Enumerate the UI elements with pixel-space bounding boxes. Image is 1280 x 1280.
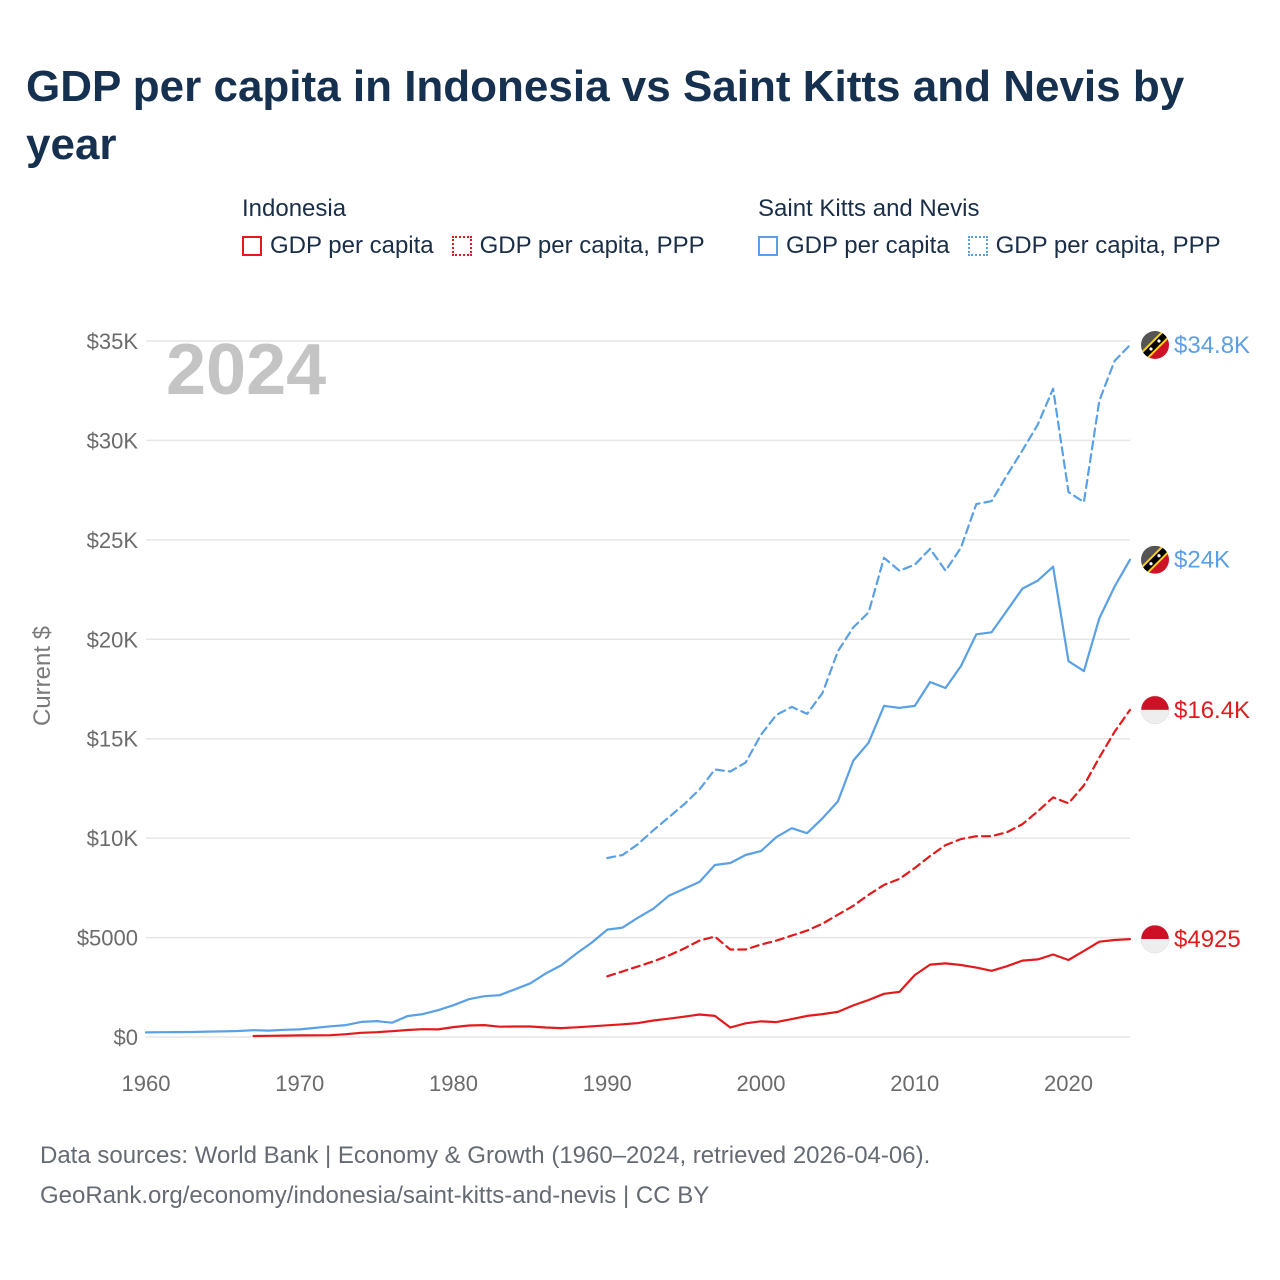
legend-item-label: GDP per capita, PPP: [479, 232, 705, 259]
legend-group-saint-kitts-and-nevis: Saint Kitts and Nevis GDP per capita GDP…: [758, 192, 1239, 260]
x-tick-label: 2000: [737, 1071, 786, 1096]
x-tick-label: 2010: [890, 1071, 939, 1096]
y-tick-label: $30K: [87, 428, 139, 453]
end-markers: $34.8K $24K $16.4K $4925: [1140, 331, 1250, 954]
x-tick-label: 2020: [1044, 1071, 1093, 1096]
x-tick-label: 1990: [583, 1071, 632, 1096]
axes: $0 $5000 $10K $15K $20K $25K $30K $35K 1960 1970 1…: [77, 329, 1093, 1096]
footer-sources: Data sources: World Bank | Economy & Gro…: [40, 1142, 931, 1169]
year-watermark: 2024: [166, 330, 326, 410]
series-line-2[interactable]: [606, 708, 1132, 978]
y-tick-label: $5000: [77, 926, 138, 951]
legend-item-label: GDP per capita: [786, 232, 950, 259]
series: [144, 343, 1132, 1038]
flag-indonesia-icon: [1140, 924, 1170, 954]
end-value-label: $16.4K: [1174, 697, 1250, 724]
footer: Data sources: World Bank | Economy & Gro…: [40, 1136, 930, 1216]
legend-swatch-dotted: [967, 236, 988, 256]
end-value-label: $34.8K: [1174, 332, 1250, 359]
legend-item-label: GDP per capita: [270, 232, 434, 259]
legend-swatch-dotted: [451, 236, 472, 256]
chart-title: GDP per capita in Indonesia vs Saint Kit…: [26, 62, 1185, 169]
legend-group-name: Saint Kitts and Nevis: [758, 195, 980, 222]
y-tick-label: $35K: [87, 329, 139, 354]
series-line-0[interactable]: [606, 343, 1132, 860]
legend-item-indonesia-gdp-ppp[interactable]: GDP per capita, PPP: [451, 232, 705, 260]
legend-swatch-solid: [242, 236, 262, 256]
x-tick-label: 1970: [275, 1071, 324, 1096]
legend-item-skn-gdp-ppp[interactable]: GDP per capita, PPP: [967, 232, 1221, 260]
footer-link[interactable]: GeoRank.org/economy/indonesia/saint-kitt…: [40, 1182, 710, 1209]
legend-swatch-solid: [758, 236, 778, 256]
y-tick-label: $10K: [87, 826, 139, 851]
series-line-1[interactable]: [144, 558, 1132, 1034]
legend-item-indonesia-gdp[interactable]: GDP per capita: [242, 232, 434, 260]
legend-item-label: GDP per capita, PPP: [995, 232, 1221, 259]
flag-saint-kitts-and-nevis-icon: [1141, 331, 1169, 359]
end-value-label: $24K: [1174, 547, 1230, 574]
series-line-3[interactable]: [252, 938, 1132, 1038]
legend-group-name: Indonesia: [242, 195, 347, 222]
end-value-label: $4925: [1174, 926, 1241, 953]
y-tick-label: $25K: [87, 528, 139, 553]
legend-group-indonesia: Indonesia GDP per capita GDP per capita,…: [242, 192, 723, 260]
y-tick-label: $15K: [87, 727, 139, 752]
legend-item-skn-gdp[interactable]: GDP per capita: [758, 232, 950, 260]
y-axis-title: Current $: [29, 626, 56, 726]
x-tick-label: 1960: [122, 1071, 171, 1096]
y-tick-label: $0: [114, 1025, 138, 1050]
flag-saint-kitts-and-nevis-icon: [1141, 545, 1169, 574]
grid: [146, 340, 1130, 1038]
x-tick-label: 1980: [429, 1071, 478, 1096]
flag-indonesia-icon: [1140, 695, 1170, 725]
y-tick-label: $20K: [87, 627, 139, 652]
